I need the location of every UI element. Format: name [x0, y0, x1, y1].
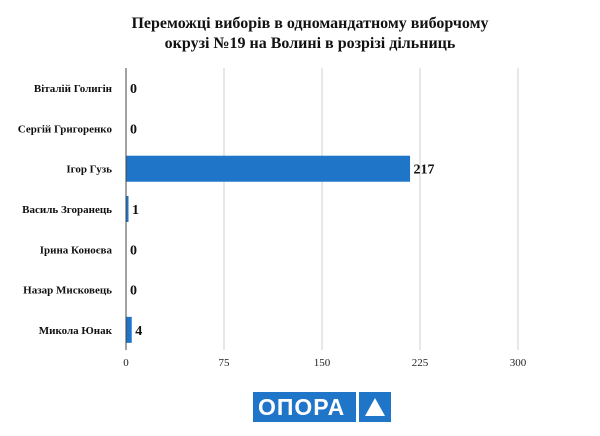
category-label: Віталій Голигін — [34, 83, 113, 95]
category-label: Микола Юнак — [39, 325, 113, 337]
value-label: 0 — [130, 243, 137, 258]
x-tick-label: 225 — [412, 357, 429, 369]
x-tick-label: 150 — [314, 357, 331, 369]
chart-title-line-2: окрузі №19 на Волині в розрізі дільниць — [164, 35, 456, 52]
chart-title: Переможці виборів в одномандатному вибор… — [60, 14, 560, 54]
category-label: Сергій Григоренко — [18, 123, 113, 135]
bar — [126, 196, 129, 222]
chart-title-line-1: Переможці виборів в одномандатному вибор… — [131, 15, 489, 32]
grid-lines — [125, 68, 519, 350]
value-label: 0 — [130, 284, 137, 299]
category-label: Василь Згоранець — [22, 204, 112, 216]
value-label: 4 — [135, 324, 142, 339]
logo-divider — [356, 392, 359, 422]
category-label: Назар Мисковець — [23, 285, 112, 297]
bar — [126, 316, 132, 343]
category-label: Ірина Коноєва — [40, 244, 113, 256]
value-label: 1 — [132, 203, 139, 218]
x-tick-label: 0 — [123, 357, 129, 369]
opora-logo: ОПОРА — [253, 392, 391, 422]
x-tick-label: 75 — [219, 357, 231, 369]
value-label: 217 — [414, 163, 435, 178]
logo-text: ОПОРА — [258, 394, 346, 420]
x-tick-label: 300 — [510, 357, 527, 369]
triangle-icon — [359, 392, 391, 422]
bar — [126, 155, 411, 182]
value-labels: 0 0 217 1 0 0 4 — [130, 82, 435, 339]
value-label: 0 — [130, 122, 137, 137]
category-labels: Віталій Голигін Сергій Григоренко Ігор Гуз… — [18, 83, 113, 337]
bars — [126, 155, 411, 343]
category-label: Ігор Гузь — [66, 164, 112, 176]
value-label: 0 — [130, 82, 137, 97]
x-axis-tick-labels: 0 75 150 225 300 — [123, 357, 527, 369]
